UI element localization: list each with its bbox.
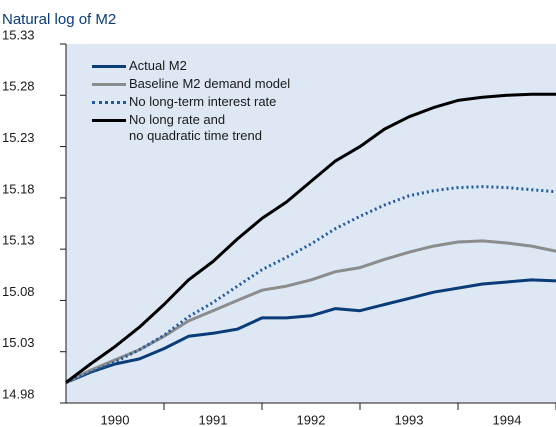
y-tick-label: 15.18 — [2, 181, 35, 196]
y-tick-label: 15.08 — [2, 284, 35, 299]
y-tick-label: 14.98 — [2, 386, 35, 401]
x-tick-label: 1992 — [297, 412, 326, 427]
legend-label: No long-term interest rate — [129, 94, 277, 109]
series-line — [65, 239, 556, 384]
y-tick-label: 15.28 — [2, 79, 35, 94]
y-tick-label: 15.23 — [2, 130, 35, 145]
legend-swatch — [92, 112, 126, 128]
legend-label: Baseline M2 demand model — [129, 76, 291, 91]
series-line — [65, 92, 556, 384]
series-line — [65, 278, 556, 384]
y-tick-label: 15.33 — [2, 27, 35, 42]
chart-title: Natural log of M2 — [2, 11, 116, 28]
legend-label: Actual M2 — [129, 58, 187, 73]
x-tick-label: 1991 — [199, 412, 228, 427]
series-line — [65, 185, 556, 384]
legend-swatch — [92, 94, 126, 110]
legend-item: Baseline M2 demand model — [92, 76, 290, 92]
legend: Actual M2 Baseline M2 demand model No long… — [92, 58, 290, 146]
legend-item: Actual M2 — [92, 58, 290, 74]
x-tick-label: 1994 — [493, 412, 522, 427]
y-tick-label: 15.03 — [2, 335, 35, 350]
legend-swatch — [92, 76, 126, 92]
y-tick-label: 15.13 — [2, 233, 35, 248]
legend-item: No long rate and no quadratic time trend — [92, 112, 290, 144]
legend-label: No long rate and no quadratic time trend — [129, 112, 262, 143]
legend-item: No long-term interest rate — [92, 94, 290, 110]
x-tick-label: 1990 — [101, 412, 130, 427]
x-tick-label: 1993 — [395, 412, 424, 427]
legend-swatch — [92, 58, 126, 74]
